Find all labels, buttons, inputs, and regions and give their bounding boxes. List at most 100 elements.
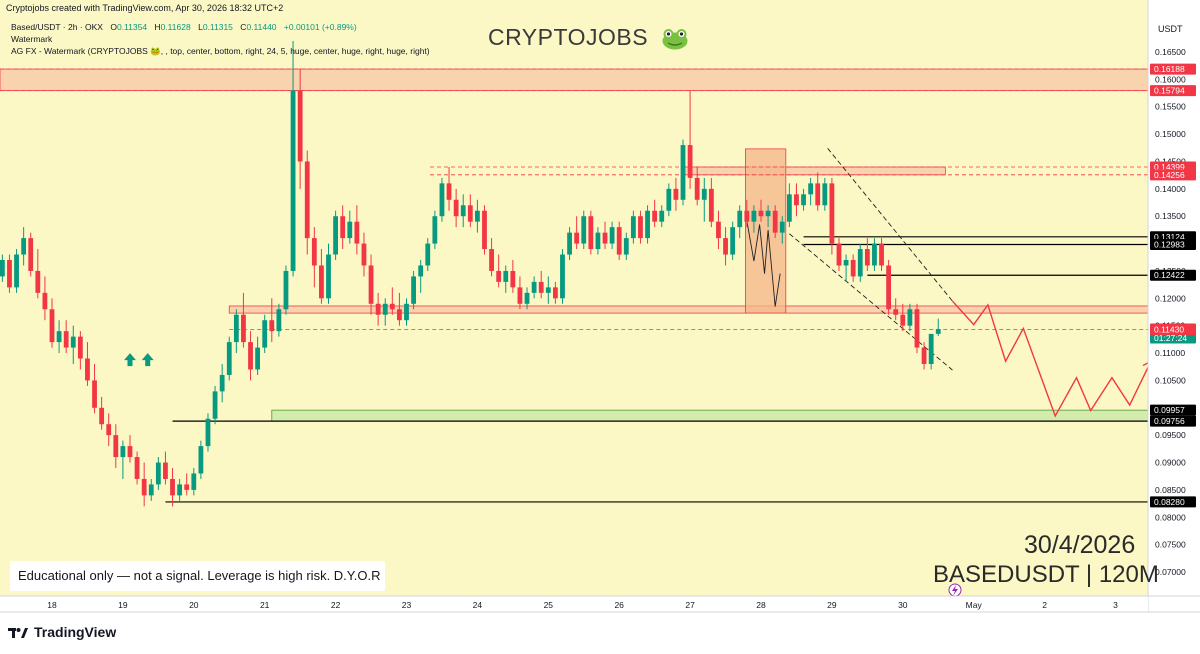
candle-body[interactable] bbox=[560, 254, 565, 299]
candle-body[interactable] bbox=[815, 183, 821, 206]
price-label-box[interactable] bbox=[1150, 85, 1196, 97]
candle-body[interactable] bbox=[177, 484, 183, 496]
zone-upper-resistance[interactable] bbox=[682, 166, 946, 176]
candle-body[interactable] bbox=[446, 183, 452, 200]
candle-body[interactable] bbox=[347, 221, 353, 239]
price-label-box[interactable] bbox=[1150, 169, 1196, 181]
candle-body[interactable] bbox=[56, 331, 62, 343]
candle-body[interactable] bbox=[340, 216, 346, 239]
candle-body[interactable] bbox=[808, 183, 814, 195]
candle-body[interactable] bbox=[581, 216, 587, 244]
candle-body[interactable] bbox=[630, 216, 636, 239]
price-axis[interactable] bbox=[1148, 0, 1200, 612]
candle-body[interactable] bbox=[191, 473, 197, 490]
candle-body[interactable] bbox=[751, 210, 757, 222]
candle-body[interactable] bbox=[14, 254, 19, 288]
candle-body[interactable] bbox=[304, 161, 310, 239]
candle-body[interactable] bbox=[155, 462, 161, 485]
candle-body[interactable] bbox=[262, 320, 268, 348]
candle-body[interactable] bbox=[538, 281, 544, 293]
candle-body[interactable] bbox=[872, 243, 877, 266]
candle-body[interactable] bbox=[524, 292, 530, 304]
candle-body[interactable] bbox=[893, 309, 899, 315]
channel-line[interactable] bbox=[789, 233, 953, 371]
candle-body[interactable] bbox=[212, 391, 218, 419]
candle-body[interactable] bbox=[63, 331, 69, 348]
candle-body[interactable] bbox=[708, 188, 714, 222]
candle-body[interactable] bbox=[241, 314, 246, 343]
candle-body[interactable] bbox=[552, 287, 558, 299]
candle-body[interactable] bbox=[319, 265, 324, 299]
candle-body[interactable] bbox=[531, 281, 537, 293]
candle-body[interactable] bbox=[382, 303, 388, 315]
candle-body[interactable] bbox=[687, 145, 693, 178]
candle-body[interactable] bbox=[127, 446, 133, 458]
candle-body[interactable] bbox=[822, 183, 828, 206]
candle-body[interactable] bbox=[935, 328, 941, 334]
legend-indicator-2[interactable]: AG FX - Watermark (CRYPTOJOBS 🐸, , top, … bbox=[11, 46, 430, 56]
candle-body[interactable] bbox=[248, 342, 253, 370]
candle-body[interactable] bbox=[857, 249, 863, 277]
candle-body[interactable] bbox=[602, 232, 608, 244]
candle-body[interactable] bbox=[496, 270, 502, 282]
candle-body[interactable] bbox=[233, 314, 239, 343]
candle-body[interactable] bbox=[425, 243, 431, 266]
candle-body[interactable] bbox=[226, 342, 232, 375]
candle-body[interactable] bbox=[113, 435, 119, 458]
candle-body[interactable] bbox=[801, 194, 806, 206]
candle-body[interactable] bbox=[659, 210, 665, 222]
candle-body[interactable] bbox=[907, 309, 913, 326]
candle-body[interactable] bbox=[779, 221, 785, 233]
candle-body[interactable] bbox=[489, 249, 494, 271]
candle-body[interactable] bbox=[361, 243, 367, 266]
price-label-box[interactable] bbox=[1150, 63, 1196, 75]
candle-body[interactable] bbox=[864, 249, 870, 266]
candle-body[interactable] bbox=[404, 303, 409, 321]
candle-body[interactable] bbox=[928, 333, 934, 364]
candle-body[interactable] bbox=[354, 221, 360, 244]
candle-body[interactable] bbox=[290, 90, 296, 271]
candle-body[interactable] bbox=[255, 347, 261, 370]
candle-body[interactable] bbox=[333, 216, 338, 255]
legend-indicator-1[interactable]: Watermark bbox=[11, 34, 53, 44]
candle-body[interactable] bbox=[737, 210, 743, 228]
time-axis[interactable] bbox=[0, 596, 1148, 612]
candle-body[interactable] bbox=[120, 446, 126, 458]
candle-body[interactable] bbox=[510, 270, 516, 288]
candle-body[interactable] bbox=[475, 210, 480, 222]
zone-top-resistance[interactable] bbox=[0, 68, 1149, 92]
candle-body[interactable] bbox=[432, 216, 438, 244]
price-label-box[interactable] bbox=[1150, 404, 1196, 416]
candle-body[interactable] bbox=[85, 358, 90, 381]
candle-body[interactable] bbox=[467, 205, 473, 222]
price-label-box[interactable] bbox=[1150, 496, 1196, 508]
zone-consolidation-box[interactable] bbox=[745, 148, 787, 314]
price-label-box[interactable] bbox=[1150, 239, 1196, 251]
candle-body[interactable] bbox=[418, 265, 424, 277]
candle-body[interactable] bbox=[283, 270, 289, 310]
candle-body[interactable] bbox=[680, 145, 686, 200]
candle-body[interactable] bbox=[567, 232, 572, 255]
candle-body[interactable] bbox=[574, 232, 580, 244]
candle-body[interactable] bbox=[28, 238, 34, 271]
candle-body[interactable] bbox=[623, 238, 629, 255]
candle-body[interactable] bbox=[106, 424, 112, 436]
candle-body[interactable] bbox=[786, 194, 792, 222]
candle-body[interactable] bbox=[397, 309, 402, 321]
candle-body[interactable] bbox=[205, 418, 211, 447]
candle-body[interactable] bbox=[716, 221, 721, 239]
candle-body[interactable] bbox=[829, 183, 835, 244]
candle-body[interactable] bbox=[49, 309, 55, 343]
candle-body[interactable] bbox=[666, 188, 672, 211]
candle-body[interactable] bbox=[794, 194, 799, 206]
candle-body[interactable] bbox=[297, 90, 303, 162]
candle-body[interactable] bbox=[163, 462, 168, 479]
candle-body[interactable] bbox=[35, 270, 41, 293]
candle-body[interactable] bbox=[765, 210, 771, 217]
candle-body[interactable] bbox=[595, 232, 601, 250]
candle-body[interactable] bbox=[850, 260, 856, 277]
price-label-box[interactable] bbox=[1150, 324, 1196, 336]
candle-body[interactable] bbox=[588, 216, 594, 250]
candle-body[interactable] bbox=[77, 336, 83, 359]
